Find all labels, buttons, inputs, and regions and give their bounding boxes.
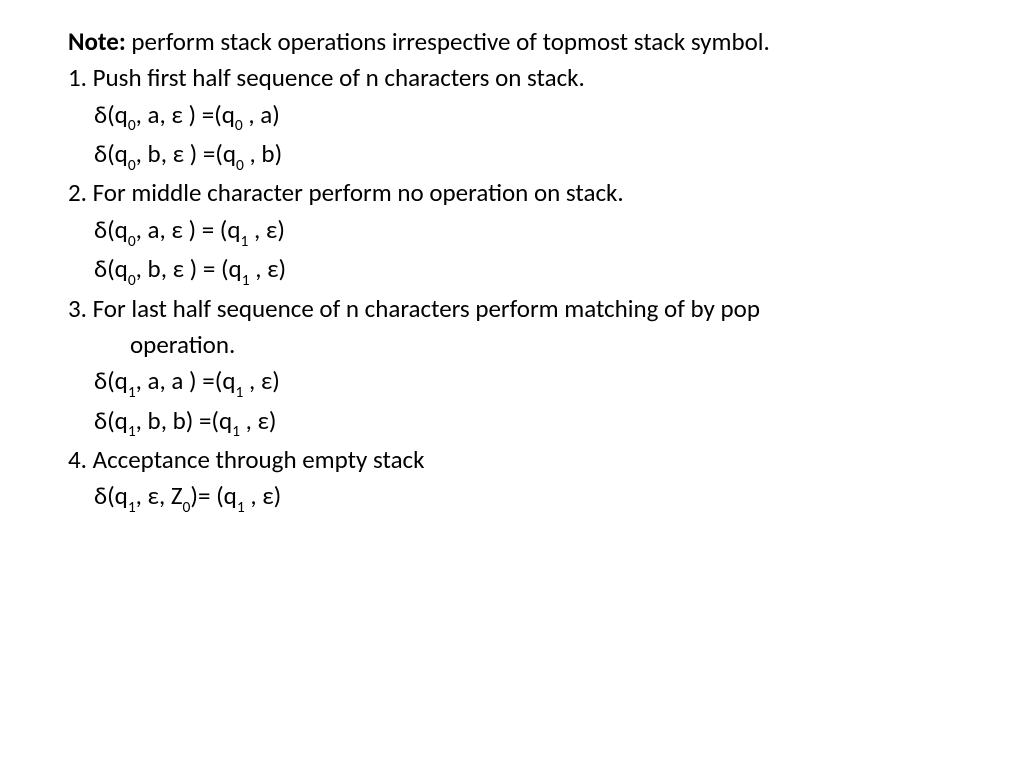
item-2-transition-1: δ(q0, a, ε ) = (q1 , ε): [68, 212, 994, 251]
note-text: perform stack operations irrespective of…: [126, 26, 770, 57]
item-4-heading: 4. Acceptance through empty stack: [68, 442, 994, 478]
item-1-transition-1: δ(q0, a, ε ) =(q0 , a): [68, 97, 994, 136]
item-2-transition-2: δ(q0, b, ε ) = (q1 , ε): [68, 251, 994, 290]
item-1-heading: 1. Push first half sequence of n charact…: [68, 60, 994, 96]
note-line: Note: perform stack operations irrespect…: [68, 24, 994, 60]
item-3-heading-cont: operation.: [68, 327, 994, 363]
item-2-heading: 2. For middle character perform no opera…: [68, 175, 994, 211]
item-3-heading: 3. For last half sequence of n character…: [68, 291, 994, 327]
item-1-transition-2: δ(q0, b, ε ) =(q0 , b): [68, 136, 994, 175]
note-label: Note:: [68, 26, 126, 57]
item-3-transition-1: δ(q1, a, a ) =(q1 , ε): [68, 363, 994, 402]
item-3-transition-2: δ(q1, b, b) =(q1 , ε): [68, 403, 994, 442]
item-4-transition-1: δ(q1, ε, Z0)= (q1 , ε): [68, 478, 994, 517]
